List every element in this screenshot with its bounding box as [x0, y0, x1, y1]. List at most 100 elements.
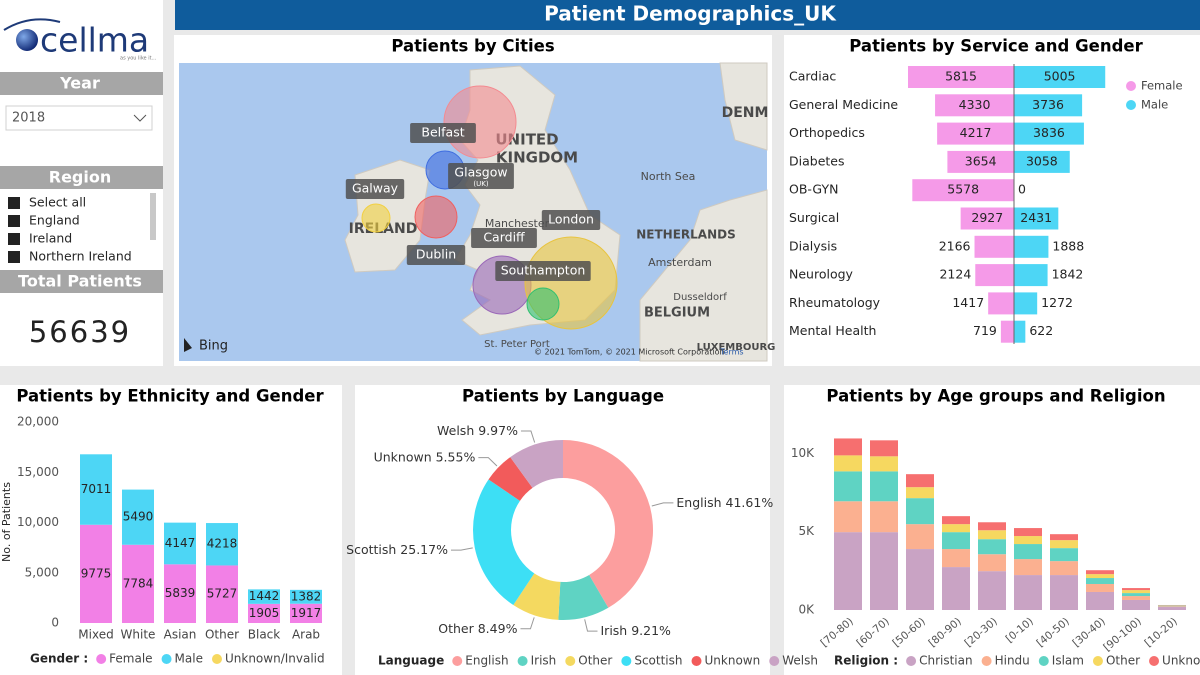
bar: [988, 292, 1014, 315]
bar-segment: [942, 549, 970, 568]
city-bubble[interactable]: [526, 287, 560, 321]
map-terms[interactable]: Terms: [719, 348, 744, 357]
map-place: Dusseldorf: [673, 292, 727, 303]
legend-swatch: [452, 656, 463, 666]
legend-label: Female: [1141, 79, 1183, 93]
bar-segment: [1050, 561, 1078, 576]
legend-title: Language: [378, 654, 444, 668]
legend-swatch: [981, 656, 992, 666]
x-tick-label: Black: [248, 628, 281, 642]
data-label: 2166: [939, 238, 971, 253]
city-label: Southampton: [501, 263, 586, 278]
data-label: 4217: [960, 125, 992, 140]
leader-line: [478, 457, 498, 467]
city-label-box: [410, 123, 476, 143]
bar-segment: [122, 544, 154, 623]
bar: [1014, 122, 1084, 145]
region-option: Ireland: [29, 231, 72, 246]
bar-segment: [164, 522, 196, 565]
data-label: 1442: [249, 589, 280, 603]
slice-value: 5.55%: [436, 449, 476, 464]
region-label: Region: [49, 168, 112, 187]
bar-segment: [834, 455, 862, 472]
scrollbar[interactable]: [150, 193, 156, 240]
slice-category: Other: [438, 620, 474, 635]
bar-segment: [834, 532, 862, 610]
x-tick-label: White: [121, 628, 156, 642]
bar-segment: [1122, 588, 1150, 591]
bar-segment: [942, 567, 970, 610]
bar: [1014, 94, 1083, 117]
bar: [1014, 235, 1049, 258]
bar-segment: [906, 474, 934, 488]
legend-swatch: [1126, 81, 1136, 91]
bar-segment: [834, 438, 862, 456]
bar: [1014, 292, 1038, 315]
y-category-label: OB-GYN: [789, 182, 838, 197]
data-label: 5005: [1044, 69, 1076, 84]
y-tick-label: 0: [51, 616, 59, 630]
data-label: 4147: [165, 536, 196, 550]
data-label: 5578: [947, 182, 979, 197]
data-label: 4218: [207, 537, 238, 551]
bar: [1000, 320, 1014, 343]
data-label: 1417: [952, 295, 984, 310]
bar-segment: [942, 532, 970, 550]
legend-label: Welsh: [782, 654, 818, 668]
data-label: 9775: [81, 566, 112, 580]
total-header: [0, 270, 163, 293]
bar-segment: [1122, 596, 1150, 600]
y-tick-label: 5K: [798, 524, 815, 538]
bar-segment: [1158, 606, 1186, 608]
map-place: North Sea: [641, 170, 696, 183]
map-place: BELGIUM: [644, 306, 710, 321]
data-label: 2431: [1020, 210, 1052, 225]
legend-label: Islam: [1052, 654, 1084, 668]
bar-segment: [870, 501, 898, 533]
data-label: 7011: [81, 482, 112, 496]
bar-segment: [122, 489, 154, 545]
y-category-label: General Medicine: [789, 97, 898, 112]
y-category-label: Cardiac: [789, 69, 836, 84]
bar-segment: [248, 589, 280, 604]
map-place: DENM: [722, 105, 769, 121]
year-label: Year: [59, 74, 100, 93]
slice-category: Scottish: [346, 542, 396, 557]
bar-segment: [870, 440, 898, 457]
bar-segment: [1122, 590, 1150, 594]
region-checkbox[interactable]: [8, 251, 20, 263]
legend-swatch: [517, 656, 528, 666]
y-tick-label: 10K: [791, 446, 815, 460]
chart-title: Patients by Age groups and Religion: [826, 387, 1165, 406]
bar: [960, 207, 1014, 230]
y-category-label: Mental Health: [789, 323, 876, 338]
city-label-box: [448, 163, 514, 189]
bar: [974, 235, 1014, 258]
legend-label: Christian: [919, 654, 973, 668]
data-label: 3058: [1026, 153, 1058, 168]
city-label: Belfast: [421, 125, 464, 140]
year-dropdown[interactable]: [5, 105, 153, 131]
year-value: 2018: [12, 111, 45, 126]
region-checkbox[interactable]: [8, 233, 20, 245]
slice-label: Irish 9.21%: [601, 623, 672, 638]
bar-segment: [1122, 593, 1150, 597]
legend-swatch: [1092, 656, 1103, 666]
legend-swatch: [211, 654, 222, 664]
city-bubble[interactable]: [361, 203, 391, 233]
bar-segment: [978, 571, 1006, 610]
slice-value: 25.17%: [400, 542, 448, 557]
slice-label: English 41.61%: [676, 494, 773, 509]
city-label: Glasgow: [454, 165, 507, 180]
slice-category: Welsh: [437, 423, 474, 438]
y-axis-label: No. of Patients: [0, 482, 13, 562]
city-bubble[interactable]: [414, 195, 458, 239]
region-checkbox[interactable]: [8, 215, 20, 227]
bar-segment: [1158, 607, 1186, 610]
slice-value: 9.21%: [631, 623, 671, 638]
y-tick-label: 5,000: [25, 565, 59, 579]
region-checkbox[interactable]: [8, 197, 20, 209]
city-bubble[interactable]: [443, 85, 517, 159]
bar-segment: [870, 532, 898, 610]
bar: [1014, 207, 1059, 230]
